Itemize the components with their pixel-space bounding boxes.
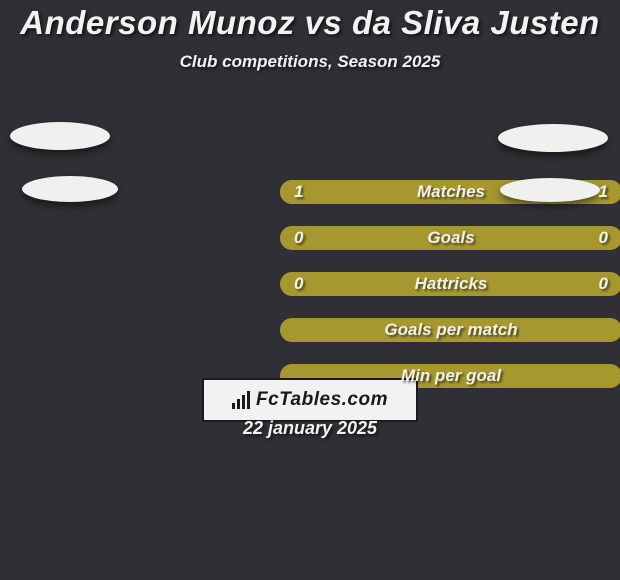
stat-rows: Matches 1 1 Goals 0 0 Hattricks 0 0 Goals per mat… (280, 180, 620, 388)
stat-value-right: 0 (599, 228, 608, 248)
avatar (500, 178, 600, 202)
date-text: 22 january 2025 (0, 418, 620, 439)
comparison-card: Anderson Munoz vs da Sliva Justen Club c… (0, 0, 620, 580)
avatar (22, 176, 118, 202)
stat-value-left: 1 (294, 182, 303, 202)
stat-value-right: 0 (599, 274, 608, 294)
stat-label: Matches (417, 182, 485, 202)
stat-label: Min per goal (401, 366, 501, 386)
page-title: Anderson Munoz vs da Sliva Justen (0, 4, 620, 42)
avatar (498, 124, 608, 152)
bar-chart-icon (232, 391, 250, 409)
stat-row: Hattricks 0 0 (280, 272, 620, 296)
stat-value-left: 0 (294, 228, 303, 248)
stat-row: Goals 0 0 (280, 226, 620, 250)
brand-text: FcTables.com (256, 389, 388, 411)
stat-value-right: 1 (599, 182, 608, 202)
subtitle: Club competitions, Season 2025 (0, 52, 620, 72)
avatar (10, 122, 110, 150)
stat-row: Goals per match (280, 318, 620, 342)
stat-label: Goals (427, 228, 474, 248)
stat-value-left: 0 (294, 274, 303, 294)
stat-label: Goals per match (384, 320, 517, 340)
stat-label: Hattricks (415, 274, 488, 294)
brand-box[interactable]: FcTables.com (202, 378, 418, 422)
